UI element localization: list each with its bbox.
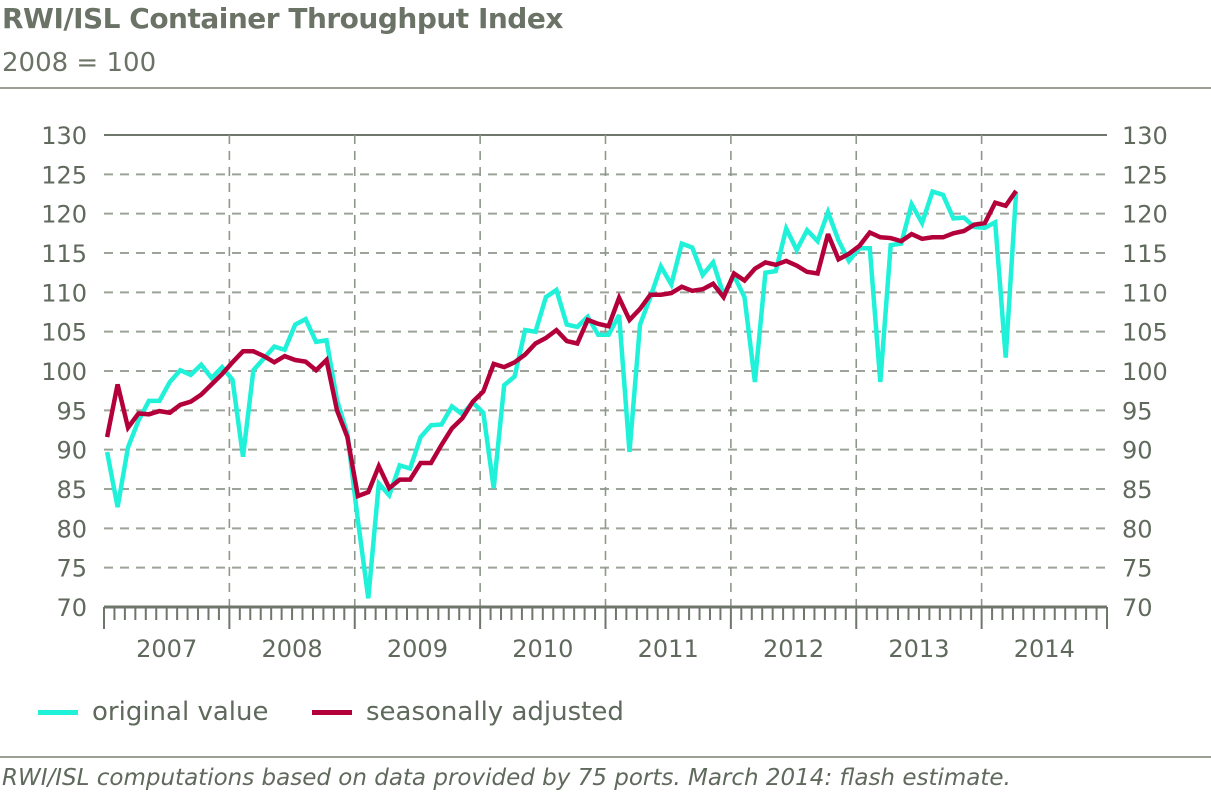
- header-divider: [0, 87, 1211, 89]
- y-tick-label-right: 130: [1122, 122, 1168, 150]
- x-tick-label: 2012: [763, 635, 824, 663]
- line-chart: 70 70 75 75 80 80 85 85 90 90 95 95 100 100 105 105 110 1…: [41, 122, 1168, 663]
- x-tick-label: 2007: [136, 635, 197, 663]
- legend-swatch-seasonal: [312, 709, 352, 715]
- x-tick-label: 2008: [262, 635, 323, 663]
- y-tick-label-right: 100: [1122, 358, 1168, 386]
- y-tick-label-left: 90: [56, 437, 87, 465]
- chart-subtitle: 2008 = 100: [2, 48, 157, 78]
- y-tick-label-left: 120: [41, 201, 87, 229]
- legend-item-original: original value: [38, 697, 268, 727]
- y-tick-label-right: 120: [1122, 201, 1168, 229]
- x-tick-label: 2014: [1014, 635, 1075, 663]
- y-tick-label-left: 80: [56, 515, 87, 543]
- footnote: RWI/ISL computations based on data provi…: [2, 765, 1011, 791]
- series-line-original: [104, 188, 1019, 599]
- footer-divider: [0, 756, 1211, 758]
- legend-label-original: original value: [92, 697, 269, 727]
- y-tick-label-left: 115: [41, 240, 87, 268]
- legend-label-seasonal: seasonally adjusted: [366, 697, 624, 727]
- x-tick-label: 2011: [638, 635, 699, 663]
- y-tick-label-left: 85: [56, 476, 87, 504]
- y-tick-label-right: 105: [1122, 319, 1168, 347]
- legend-swatch-original: [38, 709, 78, 715]
- x-tick-label: 2009: [387, 635, 448, 663]
- y-tick-label-left: 100: [41, 358, 87, 386]
- y-tick-label-right: 95: [1122, 397, 1153, 425]
- y-tick-label-left: 105: [41, 319, 87, 347]
- y-tick-label-right: 115: [1122, 240, 1168, 268]
- y-tick-label-left: 125: [41, 161, 87, 189]
- y-tick-label-right: 70: [1122, 594, 1153, 622]
- y-tick-label-left: 70: [56, 594, 87, 622]
- y-tick-label-right: 125: [1122, 161, 1168, 189]
- x-tick-label: 2010: [512, 635, 573, 663]
- y-tick-label-left: 95: [56, 397, 87, 425]
- legend-item-seasonal: seasonally adjusted: [312, 697, 624, 727]
- y-tick-label-left: 110: [41, 279, 87, 307]
- y-tick-label-right: 90: [1122, 437, 1153, 465]
- x-tick-label: 2013: [888, 635, 949, 663]
- y-tick-label-left: 130: [41, 122, 87, 150]
- y-tick-label-right: 110: [1122, 279, 1168, 307]
- y-tick-label-right: 75: [1122, 555, 1153, 583]
- y-tick-label-left: 75: [56, 555, 87, 583]
- series-line-seasonally-adjusted: [104, 189, 1018, 500]
- y-tick-label-right: 80: [1122, 515, 1153, 543]
- chart-title: RWI/ISL Container Throughput Index: [2, 2, 563, 35]
- y-tick-label-right: 85: [1122, 476, 1153, 504]
